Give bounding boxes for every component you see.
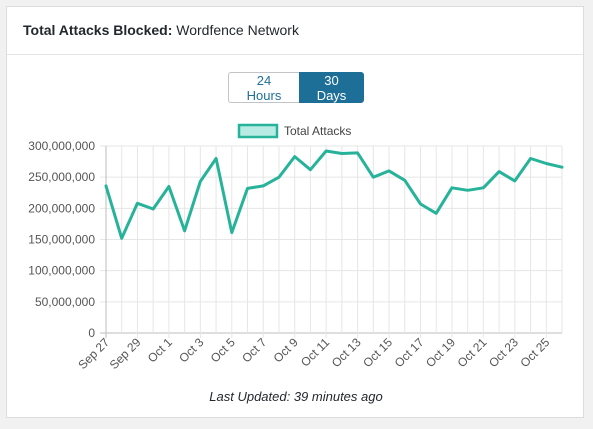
y-tick-label: 250,000,000	[28, 170, 95, 184]
x-tick-label: Oct 11	[298, 335, 332, 369]
range-24-hours-button[interactable]: 24 Hours	[228, 72, 299, 103]
panel-header: Total Attacks Blocked: Wordfence Network	[7, 7, 583, 55]
x-tick-label: Oct 21	[455, 335, 490, 370]
x-tick-label: Oct 5	[208, 335, 238, 365]
legend-label: Total Attacks	[284, 124, 351, 138]
legend-swatch	[237, 123, 279, 139]
y-tick-label: 150,000,000	[28, 233, 95, 247]
y-tick-label: 50,000,000	[35, 295, 95, 309]
panel-title: Total Attacks Blocked:	[23, 22, 173, 38]
x-tick-label: Oct 15	[360, 335, 395, 370]
attacks-line-chart: Total Attacks 0 50,000,000 100,000,000 150,…	[28, 123, 564, 372]
x-tick-label: Sep 27	[75, 335, 112, 372]
x-tick-label: Oct 25	[517, 335, 552, 370]
y-tick-label: 200,000,000	[28, 201, 95, 215]
attacks-blocked-panel: Total Attacks Blocked: Wordfence Network…	[6, 6, 584, 418]
x-tick-label: Oct 23	[486, 335, 521, 370]
chart-grid	[100, 145, 563, 338]
y-axis: 0 50,000,000 100,000,000 150,000,000 200,000…	[28, 139, 95, 340]
x-tick-label: Oct 19	[423, 335, 458, 370]
range-toggle: 24 Hours 30 Days	[228, 72, 364, 103]
range-30-days-button[interactable]: 30 Days	[299, 72, 364, 103]
x-tick-label: Oct 9	[271, 335, 301, 365]
x-tick-label: Oct 1	[145, 335, 175, 365]
x-tick-label: Oct 7	[239, 335, 269, 365]
x-tick-label: Oct 3	[176, 335, 206, 365]
x-tick-label: Sep 29	[107, 335, 144, 372]
chart-legend[interactable]: Total Attacks	[237, 123, 351, 139]
last-updated-text: Last Updated: 39 minutes ago	[209, 389, 383, 404]
panel-subtitle: Wordfence Network	[176, 22, 299, 38]
y-tick-label: 100,000,000	[28, 264, 95, 278]
y-tick-label: 300,000,000	[28, 139, 95, 153]
x-tick-label: Oct 17	[392, 335, 427, 370]
series-total-attacks	[104, 149, 564, 240]
y-tick-label: 0	[88, 326, 95, 340]
series-line	[104, 149, 564, 240]
x-tick-label: Oct 13	[329, 335, 364, 370]
